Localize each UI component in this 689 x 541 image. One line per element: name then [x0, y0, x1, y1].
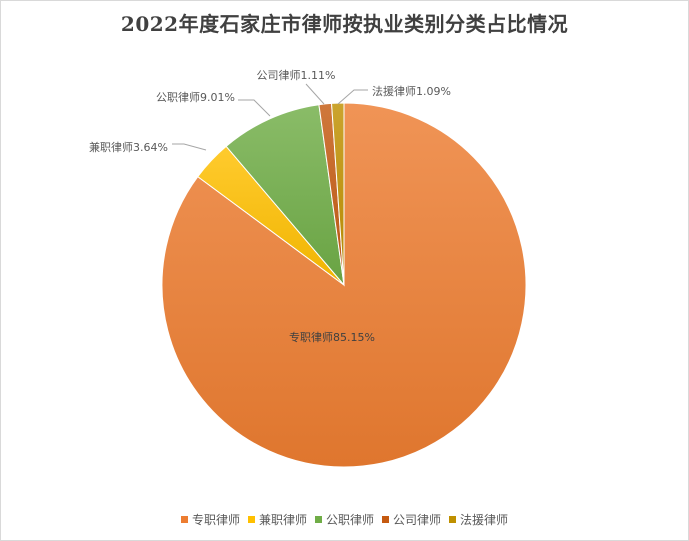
- legend-swatch: [382, 516, 389, 523]
- data-label-2: 兼职律师3.64%: [89, 141, 168, 154]
- legend-label: 公司律师: [393, 513, 442, 527]
- pie-slice-5: [331, 102, 345, 286]
- data-label-4: 公司律师1.11%: [257, 69, 336, 82]
- legend-label: 专职律师: [191, 513, 240, 527]
- leader-line-5: [337, 89, 368, 105]
- legend-item-1: 专职律师: [180, 511, 240, 528]
- legend-label: 公职律师: [325, 513, 374, 527]
- leader-line-2: [172, 143, 207, 151]
- leader-line-4: [305, 83, 325, 105]
- legend-item-3: 公职律师: [314, 511, 374, 528]
- legend-item-4: 公司律师: [382, 511, 441, 528]
- data-label-3: 公职律师9.01%: [156, 91, 235, 104]
- legend-item-5: 法援律师: [449, 511, 508, 528]
- legend-swatch: [247, 516, 255, 523]
- legend-item-2: 兼职律师: [247, 511, 307, 528]
- legend-swatch: [314, 516, 322, 523]
- data-label-5: 法援律师1.09%: [372, 84, 451, 98]
- legend-swatch: [449, 516, 457, 523]
- legend-swatch: [180, 516, 188, 523]
- legend: 专职律师 兼职律师 公职律师 公司律师 法援律师: [0, 511, 689, 528]
- pie-slice-3: [225, 104, 345, 287]
- legend-label: 法援律师: [460, 513, 509, 527]
- legend-label: 兼职律师: [258, 513, 307, 527]
- chart-title: 2022年度石家庄市律师按执业类别分类占比情况: [120, 12, 569, 36]
- data-label-1: 专职律师85.15%: [289, 330, 375, 344]
- leader-line-3: [238, 99, 271, 117]
